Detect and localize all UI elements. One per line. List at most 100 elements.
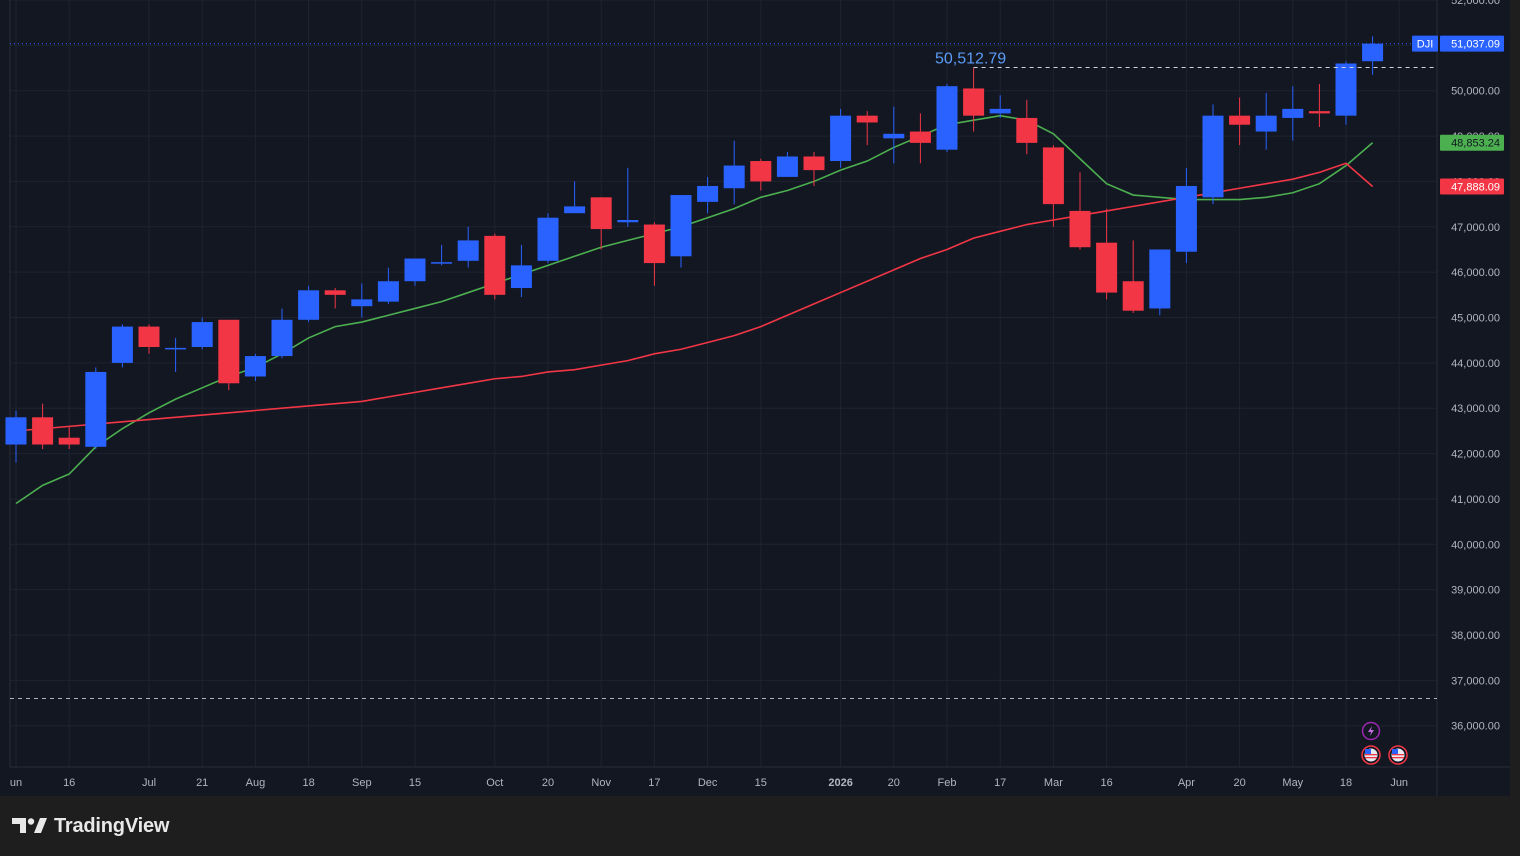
time-tick-label: Mar bbox=[1044, 777, 1063, 789]
time-tick-label: Jul bbox=[142, 777, 156, 789]
flag-icon-canton bbox=[1365, 749, 1371, 754]
flag-icon-stripe bbox=[1365, 757, 1377, 759]
candle bbox=[111, 324, 133, 368]
candle-body bbox=[564, 206, 586, 214]
price-tick-label: 42,000.00 bbox=[1451, 449, 1500, 461]
time-tick-label: 2026 bbox=[828, 777, 852, 789]
time-tick-label: un bbox=[10, 777, 22, 789]
candle-body bbox=[32, 417, 54, 445]
last-price-badge: 51,037.09 bbox=[1440, 35, 1504, 52]
high-marker-label: 50,512.79 bbox=[935, 50, 1006, 67]
time-tick-label: 21 bbox=[196, 777, 208, 789]
candle bbox=[590, 197, 612, 250]
candle-body bbox=[1335, 63, 1357, 116]
candle-body bbox=[697, 185, 719, 202]
last-price-badge-text: 51,037.09 bbox=[1451, 39, 1500, 51]
candle-body bbox=[1122, 281, 1144, 311]
candle-body bbox=[5, 417, 27, 445]
candle-body bbox=[85, 371, 107, 447]
candle bbox=[165, 337, 187, 372]
candle bbox=[537, 213, 559, 264]
price-tick-label: 50,000.00 bbox=[1451, 86, 1500, 98]
candle bbox=[324, 288, 346, 309]
flag-icon-stripe bbox=[1365, 754, 1377, 756]
economic-event-us-flag-icon[interactable] bbox=[1388, 745, 1408, 765]
candlestick-chart[interactable]: 50,512.79 36,000.00 37,000.00 38,000.00 39,0… bbox=[0, 0, 1510, 796]
candle bbox=[776, 151, 798, 177]
candle bbox=[138, 324, 160, 354]
time-tick-label: Oct bbox=[486, 777, 503, 789]
ma-fast-line bbox=[15, 114, 1374, 505]
candle bbox=[510, 244, 532, 298]
tradingview-logo[interactable]: TradingView bbox=[12, 814, 169, 838]
price-tick-label: 47,000.00 bbox=[1451, 222, 1500, 234]
price-tick-label: 44,000.00 bbox=[1451, 358, 1500, 370]
candle-body bbox=[1149, 249, 1171, 309]
candle-body bbox=[883, 133, 905, 139]
candle-body bbox=[218, 319, 240, 384]
candle bbox=[1282, 86, 1304, 141]
price-tick-label: 38,000.00 bbox=[1451, 630, 1500, 642]
candle-body bbox=[111, 326, 133, 363]
candle bbox=[909, 113, 931, 164]
candle bbox=[431, 244, 453, 266]
candle-body bbox=[1308, 111, 1330, 114]
price-tick-label: 36,000.00 bbox=[1451, 721, 1500, 733]
tradingview-logo-icon bbox=[12, 818, 47, 833]
ma-slow-price-badge: 47,888.09 bbox=[1440, 178, 1504, 195]
candle-body bbox=[1096, 242, 1118, 293]
candle bbox=[1016, 99, 1038, 155]
candle bbox=[1202, 104, 1224, 205]
candle-body bbox=[244, 356, 266, 377]
time-tick-label: May bbox=[1282, 777, 1303, 789]
candle bbox=[85, 367, 107, 450]
candle bbox=[643, 222, 665, 286]
candle-body bbox=[750, 161, 772, 182]
chart-area[interactable]: 50,512.79 36,000.00 37,000.00 38,000.00 39,0… bbox=[0, 0, 1510, 796]
candle bbox=[1255, 92, 1277, 150]
price-tick-label: 43,000.00 bbox=[1451, 403, 1500, 415]
grid-lines bbox=[10, 0, 1437, 767]
flag-icon-stripe bbox=[1392, 757, 1404, 759]
earnings-flash-icon[interactable] bbox=[1361, 721, 1381, 741]
candle-body bbox=[670, 195, 692, 257]
candle-body bbox=[431, 262, 453, 264]
candle-body bbox=[165, 347, 187, 350]
candle bbox=[377, 267, 399, 304]
candle bbox=[404, 258, 426, 286]
right-edge-bar bbox=[1510, 0, 1520, 796]
candle bbox=[617, 167, 639, 227]
candle bbox=[697, 176, 719, 214]
candle bbox=[271, 308, 293, 359]
candle-body bbox=[989, 108, 1011, 114]
candle-body bbox=[856, 115, 878, 123]
time-tick-label: Dec bbox=[698, 777, 718, 789]
candle-body bbox=[58, 437, 80, 445]
candle-body bbox=[351, 299, 373, 307]
candle bbox=[803, 151, 825, 186]
candle bbox=[1308, 83, 1330, 128]
time-tick-label: 17 bbox=[994, 777, 1006, 789]
candle-body bbox=[909, 131, 931, 143]
candle-body bbox=[936, 86, 958, 150]
candle-body bbox=[324, 290, 346, 295]
time-tick-label: Apr bbox=[1178, 777, 1195, 789]
time-tick-label: 20 bbox=[1233, 777, 1245, 789]
price-tick-label: 39,000.00 bbox=[1451, 585, 1500, 597]
ma-slow-line bbox=[15, 162, 1374, 432]
candle bbox=[1149, 249, 1171, 316]
candle-body bbox=[1202, 115, 1224, 198]
candle-body bbox=[1042, 147, 1064, 205]
candle bbox=[32, 403, 54, 450]
candle-body bbox=[404, 258, 426, 282]
economic-event-us-flag-icon[interactable] bbox=[1361, 745, 1381, 765]
candle bbox=[1096, 208, 1118, 300]
price-tick-label: 40,000.00 bbox=[1451, 539, 1500, 551]
symbol-tag-bg bbox=[1412, 35, 1438, 52]
price-tick-label: 41,000.00 bbox=[1451, 494, 1500, 506]
time-tick-label: Feb bbox=[938, 777, 957, 789]
price-tick-label: 52,000.00 bbox=[1451, 0, 1500, 7]
time-tick-label: 17 bbox=[648, 777, 660, 789]
candle bbox=[1042, 145, 1064, 227]
candle-body bbox=[643, 224, 665, 264]
